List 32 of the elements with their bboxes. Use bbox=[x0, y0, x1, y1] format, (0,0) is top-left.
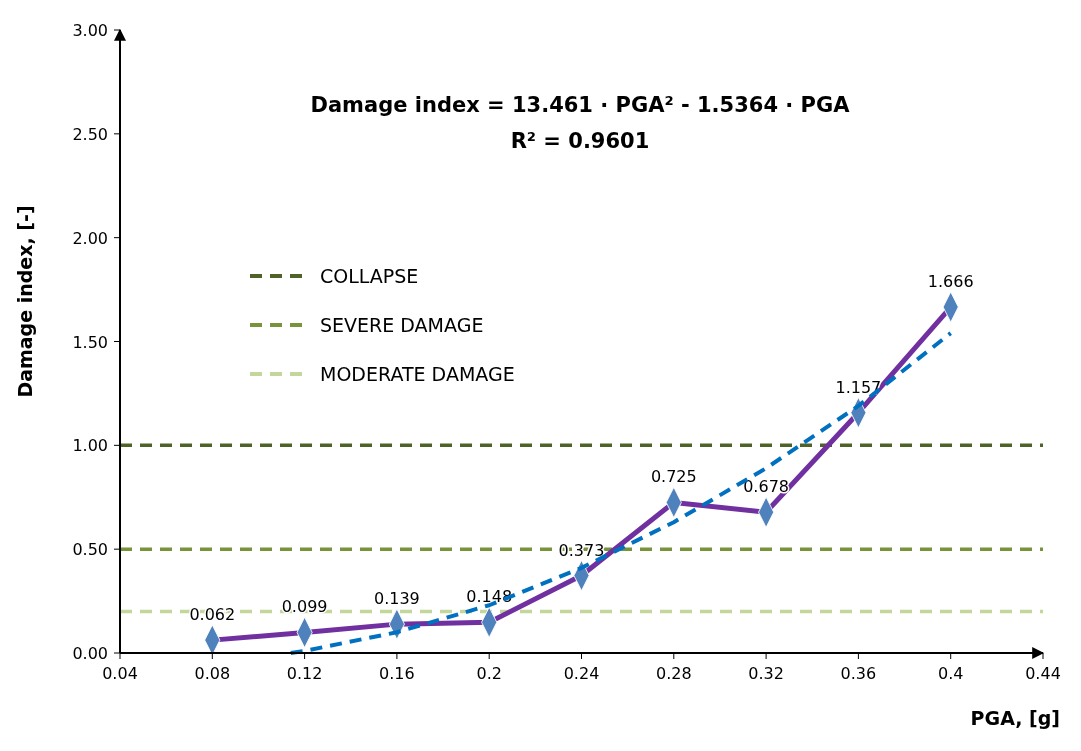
legend-label: COLLAPSE bbox=[320, 265, 419, 287]
x-tick-label: 0.44 bbox=[1025, 664, 1061, 683]
data-label: 1.666 bbox=[927, 272, 974, 292]
legend-label: MODERATE DAMAGE bbox=[320, 363, 515, 385]
y-tick-label: 2.00 bbox=[72, 228, 108, 248]
data-label: 0.099 bbox=[281, 597, 328, 617]
x-tick-label: 0.04 bbox=[102, 664, 138, 683]
x-tick-label: 0.16 bbox=[379, 664, 415, 683]
data-label: 1.157 bbox=[835, 377, 882, 397]
y-tick-label: 0.50 bbox=[72, 540, 108, 560]
x-tick-label: 0.28 bbox=[655, 664, 692, 683]
annotation: Damage index = 13.461 · PGA² - 1.5364 · PGA bbox=[310, 93, 851, 117]
x-tick-label: 0.2 bbox=[476, 664, 502, 683]
data-label: 0.725 bbox=[650, 467, 697, 487]
annotation: R² = 0.9601 bbox=[510, 129, 650, 153]
x-tick-label: 0.36 bbox=[840, 664, 877, 683]
y-tick-label: 1.50 bbox=[72, 332, 108, 352]
x-axis-title: PGA, [g] bbox=[970, 707, 1060, 729]
x-tick-label: 0.12 bbox=[286, 664, 323, 683]
x-tick-label: 0.08 bbox=[194, 664, 231, 683]
y-tick-label: 0.00 bbox=[72, 644, 108, 663]
data-label: 0.062 bbox=[189, 605, 236, 625]
x-tick-label: 0.4 bbox=[937, 664, 964, 683]
y-tick-label: 3.00 bbox=[72, 21, 108, 40]
x-tick-label: 0.24 bbox=[563, 664, 600, 683]
y-axis-title: Damage index, [-] bbox=[14, 205, 36, 398]
data-label: 0.139 bbox=[373, 589, 420, 609]
y-tick-label: 2.50 bbox=[72, 124, 108, 144]
data-label: 0.678 bbox=[743, 477, 790, 497]
x-tick-label: 0.32 bbox=[748, 664, 784, 683]
legend-label: SEVERE DAMAGE bbox=[320, 314, 484, 336]
y-tick-label: 1.00 bbox=[72, 436, 108, 456]
